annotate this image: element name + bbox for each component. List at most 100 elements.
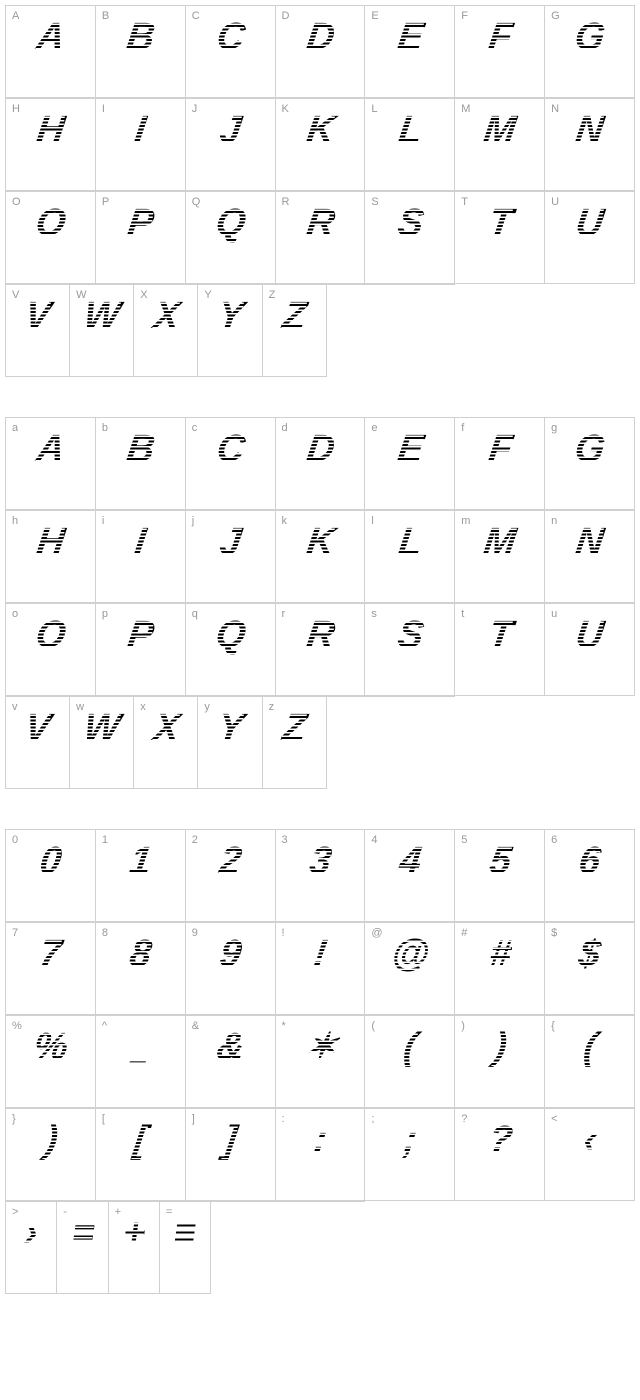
glyph-preview: Y	[198, 297, 261, 335]
glyph-inner: _	[131, 1036, 150, 1064]
charmap-row: OOPPQQRRSSTTUU	[5, 191, 635, 284]
charmap-cell: UU	[545, 192, 635, 284]
glyph-inner: [	[132, 1121, 149, 1159]
glyph-preview: A	[6, 430, 95, 468]
glyph-preview: I	[96, 111, 185, 149]
glyph-preview: 6	[545, 842, 634, 880]
charmap-cell: NN	[545, 99, 635, 191]
charmap-section-uppercase: AABBCCDDEEFFGGHHIIJJKKLLMMNNOOPPQQRRSSTT…	[5, 5, 635, 377]
glyph-inner: F	[486, 430, 514, 468]
glyph-inner: ›	[23, 1214, 40, 1252]
glyph-preview: Z	[263, 709, 326, 747]
glyph-inner: :	[311, 1121, 328, 1159]
glyph-preview: J	[186, 523, 275, 561]
glyph-preview: P	[96, 204, 185, 242]
charmap-row: vVwWxXyYzZ	[5, 696, 455, 789]
charmap-cell: 88	[96, 923, 186, 1015]
glyph-inner: 1	[128, 842, 153, 880]
glyph-inner: Y	[215, 709, 245, 747]
glyph-inner: Q	[213, 616, 247, 654]
charmap-cell: nN	[545, 511, 635, 603]
glyph-preview: D	[276, 430, 365, 468]
charmap-cell: ??	[455, 1109, 545, 1201]
glyph-inner: C	[214, 430, 246, 468]
glyph-preview: H	[6, 111, 95, 149]
charmap-cell: 55	[455, 830, 545, 922]
glyph-preview: 3	[276, 842, 365, 880]
charmap-cell: ::	[276, 1109, 366, 1201]
glyph-preview: 5	[455, 842, 544, 880]
glyph-preview: B	[96, 430, 185, 468]
glyph-preview: L	[365, 523, 454, 561]
charmap-cell: BB	[96, 6, 186, 98]
charmap-cell: SS	[365, 192, 455, 284]
charmap-cell: 66	[545, 830, 635, 922]
glyph-inner: L	[396, 111, 424, 149]
charmap-row: 00112233445566	[5, 829, 635, 922]
charmap-cell: 00	[6, 830, 96, 922]
glyph-preview: K	[276, 523, 365, 561]
charmap-cell: GG	[545, 6, 635, 98]
glyph-inner: D	[304, 430, 336, 468]
charmap-cell: wW	[70, 697, 134, 789]
glyph-inner: %	[31, 1028, 69, 1066]
glyph-preview: X	[134, 297, 197, 335]
glyph-inner: A	[35, 430, 67, 468]
glyph-preview: I	[96, 523, 185, 561]
charmap-cell: ]]	[186, 1109, 276, 1201]
glyph-inner: ‹	[581, 1121, 598, 1159]
glyph-inner: X	[151, 297, 181, 335]
charmap-cell: TT	[455, 192, 545, 284]
glyph-inner: Z	[280, 709, 308, 747]
glyph-inner: #	[487, 935, 512, 973]
charmap-cell: })	[6, 1109, 96, 1201]
glyph-inner: Y	[215, 297, 245, 335]
charmap-section-lowercase: aAbBcCdDeEfFgGhHiIjJkKlLmMnNoOpPqQrRsStT…	[5, 417, 635, 789]
glyph-inner: I	[133, 111, 148, 149]
glyph-preview: +	[109, 1214, 159, 1252]
charmap-cell: -=	[57, 1202, 108, 1294]
glyph-preview: T	[455, 616, 544, 654]
charmap-cell: =≡	[160, 1202, 211, 1294]
glyph-inner: M	[482, 111, 518, 149]
charmap-cell: kK	[276, 511, 366, 603]
charmap-cell: RR	[276, 192, 366, 284]
glyph-inner: P	[125, 616, 155, 654]
glyph-preview: ✶	[276, 1028, 365, 1066]
charmap-cell: OO	[6, 192, 96, 284]
charmap-row: VVWWXXYYZZ	[5, 284, 455, 377]
charmap-row: aAbBcCdDeEfFgG	[5, 417, 635, 510]
glyph-inner: E	[395, 18, 425, 56]
glyph-inner: 9	[217, 935, 242, 973]
glyph-inner: N	[574, 523, 606, 561]
glyph-preview: 7	[6, 935, 95, 973]
glyph-preview: 0	[6, 842, 95, 880]
character-map-root: AABBCCDDEEFFGGHHIIJJKKLLMMNNOOPPQQRRSSTT…	[5, 5, 635, 1294]
glyph-preview: @	[365, 935, 454, 973]
charmap-cell: WW	[70, 285, 134, 377]
glyph-inner: ]	[222, 1121, 239, 1159]
glyph-preview: X	[134, 709, 197, 747]
glyph-preview: 1	[96, 842, 185, 880]
glyph-inner: B	[124, 18, 156, 56]
charmap-cell: CC	[186, 6, 276, 98]
charmap-row: 778899!!@@##$$	[5, 922, 635, 1015]
charmap-cell: ^_	[96, 1016, 186, 1108]
glyph-inner: @	[389, 935, 430, 973]
glyph-inner: R	[304, 204, 336, 242]
charmap-cell: tT	[455, 604, 545, 696]
charmap-cell: rR	[276, 604, 366, 696]
glyph-preview: C	[186, 430, 275, 468]
charmap-cell: qQ	[186, 604, 276, 696]
glyph-preview: E	[365, 18, 454, 56]
glyph-inner: G	[573, 430, 607, 468]
charmap-cell: gG	[545, 418, 635, 510]
glyph-preview: D	[276, 18, 365, 56]
glyph-preview: S	[365, 204, 454, 242]
glyph-inner: ?	[486, 1121, 514, 1159]
charmap-cell: XX	[134, 285, 198, 377]
glyph-inner: B	[124, 430, 156, 468]
glyph-preview: V	[6, 709, 69, 747]
glyph-preview: ;	[365, 1121, 454, 1159]
charmap-cell: jJ	[186, 511, 276, 603]
